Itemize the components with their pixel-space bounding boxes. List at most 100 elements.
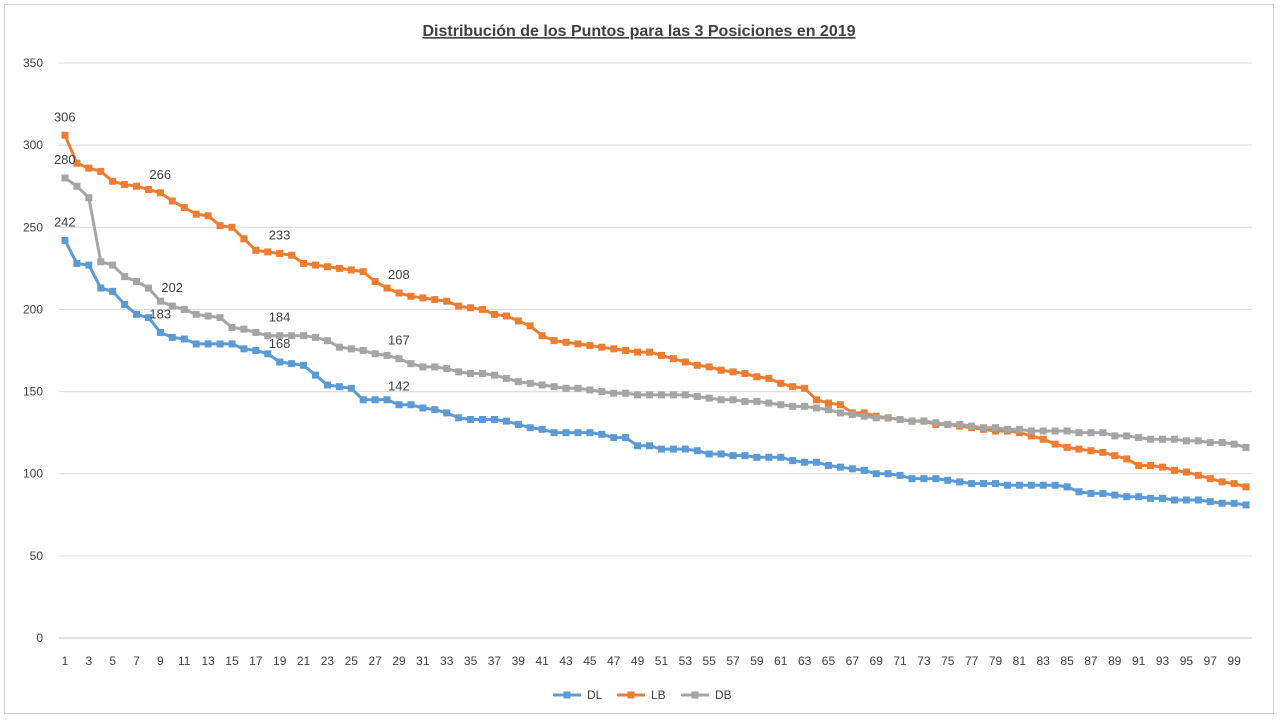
data-point [538, 425, 546, 433]
data-point [908, 475, 916, 483]
data-point [395, 355, 403, 363]
x-tick-label: 51 [655, 654, 669, 668]
data-point [192, 210, 200, 218]
data-point [419, 294, 427, 302]
series-line [64, 176, 1247, 449]
data-point [813, 458, 821, 466]
data-point [860, 412, 868, 420]
data-point [168, 197, 176, 205]
data-point [622, 434, 630, 442]
data-point [467, 304, 475, 312]
data-label: 266 [149, 167, 171, 182]
data-point [109, 177, 117, 185]
data-point [216, 340, 224, 348]
x-tick-label: 63 [798, 654, 812, 668]
data-point [610, 345, 618, 353]
x-tick-label: 57 [726, 654, 740, 668]
data-point [1051, 427, 1059, 435]
data-point [323, 263, 331, 271]
data-point [729, 452, 737, 460]
data-point [133, 310, 141, 318]
data-point [121, 301, 129, 308]
data-point [860, 466, 868, 474]
data-point [1039, 481, 1047, 489]
data-point [419, 404, 427, 412]
data-point [634, 391, 642, 399]
data-point [1027, 432, 1035, 440]
data-point [455, 368, 463, 376]
data-point [1182, 496, 1190, 504]
data-point [240, 235, 248, 243]
x-tick-label: 39 [512, 654, 526, 668]
data-point [824, 399, 832, 407]
data-point [240, 325, 248, 333]
y-tick-label: 0 [36, 631, 43, 645]
data-point [133, 182, 141, 190]
data-point [657, 351, 665, 359]
y-axis-labels: 0 50 100 150 200 250 300 350 [23, 56, 43, 645]
x-tick-label: 13 [201, 654, 215, 668]
data-point [252, 246, 260, 254]
data-point [992, 424, 1000, 432]
line-chart: Distribución de los Puntos para las 3 Po… [23, 23, 1252, 702]
data-point [395, 401, 403, 409]
data-point [574, 384, 582, 392]
data-point [133, 278, 141, 285]
data-point [97, 258, 105, 266]
data-point [574, 429, 582, 437]
x-tick-label: 25 [345, 654, 359, 668]
data-point [144, 186, 152, 193]
data-point [156, 328, 164, 336]
data-point [753, 453, 761, 461]
data-point [610, 389, 618, 397]
data-point [872, 414, 880, 422]
data-point [1087, 447, 1095, 455]
data-point [144, 284, 152, 292]
data-point [502, 312, 510, 320]
data-point [1099, 448, 1107, 456]
data-point [968, 422, 976, 430]
y-tick-label: 250 [23, 220, 43, 234]
x-tick-label: 83 [1037, 654, 1051, 668]
data-point [121, 273, 129, 281]
data-point [1230, 440, 1238, 448]
data-point [156, 189, 164, 197]
data-point [801, 384, 809, 392]
data-point [180, 305, 188, 313]
data-point [1182, 468, 1190, 476]
data-point [252, 347, 260, 354]
data-point [705, 394, 713, 402]
data-point [323, 337, 331, 345]
data-point [383, 396, 391, 404]
data-point [1135, 493, 1143, 501]
data-point [1027, 427, 1035, 435]
data-point [514, 420, 522, 428]
x-tick-label: 7 [133, 654, 140, 668]
x-tick-label: 99 [1227, 654, 1241, 668]
data-point [1242, 483, 1250, 491]
data-label: 233 [269, 228, 291, 243]
data-label: 202 [161, 280, 183, 295]
data-labels: 242 183 168 142 306 266 233 208 280 202 184 167 [54, 109, 410, 393]
data-point [681, 445, 689, 453]
data-point [1087, 429, 1095, 437]
data-point [1075, 445, 1083, 453]
data-point [431, 406, 439, 414]
data-point [1087, 489, 1095, 497]
data-point [669, 355, 677, 363]
legend-swatch-marker [627, 691, 635, 699]
data-point [61, 174, 69, 182]
data-point [240, 345, 248, 353]
data-point [479, 370, 487, 377]
data-point [1039, 435, 1047, 443]
data-point [407, 292, 415, 300]
data-point [443, 409, 451, 417]
data-point [276, 332, 284, 340]
data-point [479, 305, 487, 313]
data-point [586, 342, 594, 350]
data-point [419, 363, 427, 371]
data-point [669, 391, 677, 399]
data-point [61, 131, 69, 139]
x-tick-label: 23 [321, 654, 335, 668]
x-tick-label: 29 [392, 654, 406, 668]
